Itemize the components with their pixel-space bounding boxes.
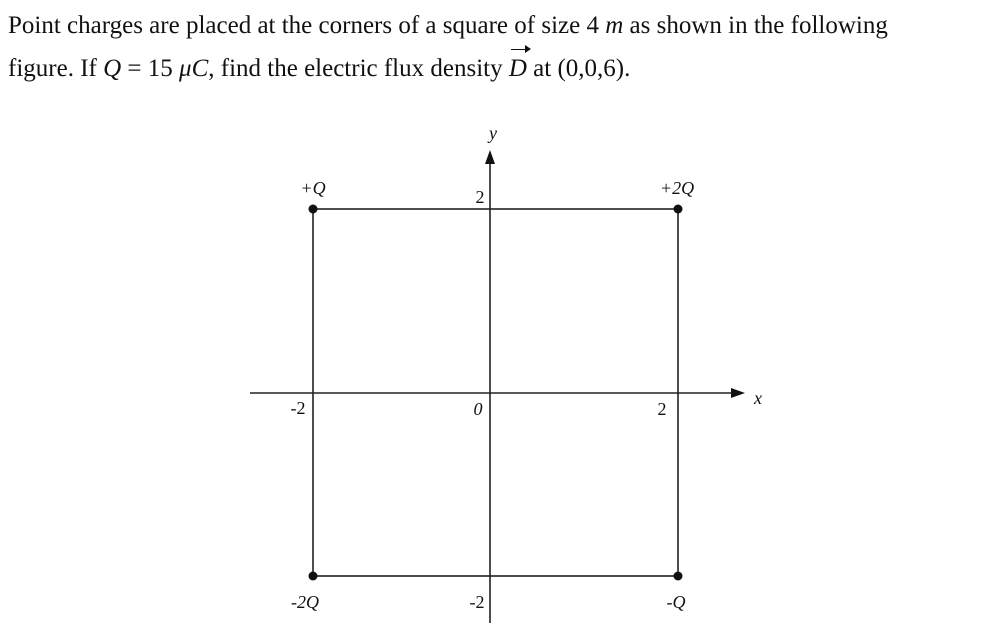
- charge: [308, 571, 318, 581]
- text: as shown in the following: [623, 12, 888, 39]
- axis-label: y: [487, 123, 497, 143]
- charge-label: -2Q: [291, 592, 319, 612]
- text: , find the electric flux density: [208, 55, 509, 82]
- charge-label: +2Q: [660, 178, 694, 198]
- origin-label: 0: [474, 399, 483, 419]
- text: at (0,0,6).: [526, 55, 631, 82]
- text: = 15: [121, 55, 180, 82]
- axis-label: x: [753, 388, 762, 408]
- charge: [673, 571, 683, 581]
- charge: [308, 204, 318, 214]
- x-arrow: [731, 388, 745, 398]
- charge: [673, 204, 683, 214]
- tick-label: -2: [470, 592, 485, 612]
- tick-label: 2: [476, 187, 485, 207]
- vector: D: [509, 45, 531, 90]
- tick-label: 2: [658, 399, 667, 419]
- question-text: Point charges are placed at the corners …: [8, 4, 993, 90]
- charge-label: +Q: [300, 178, 325, 198]
- math: m: [605, 12, 624, 39]
- math: μC: [179, 55, 209, 82]
- text: figure. If: [8, 55, 104, 82]
- y-arrow: [485, 150, 495, 164]
- math: Q: [103, 55, 122, 82]
- tick-label: -2: [291, 398, 306, 418]
- charge-label: -Q: [667, 592, 686, 612]
- text: Point charges are placed at the corners …: [8, 12, 606, 39]
